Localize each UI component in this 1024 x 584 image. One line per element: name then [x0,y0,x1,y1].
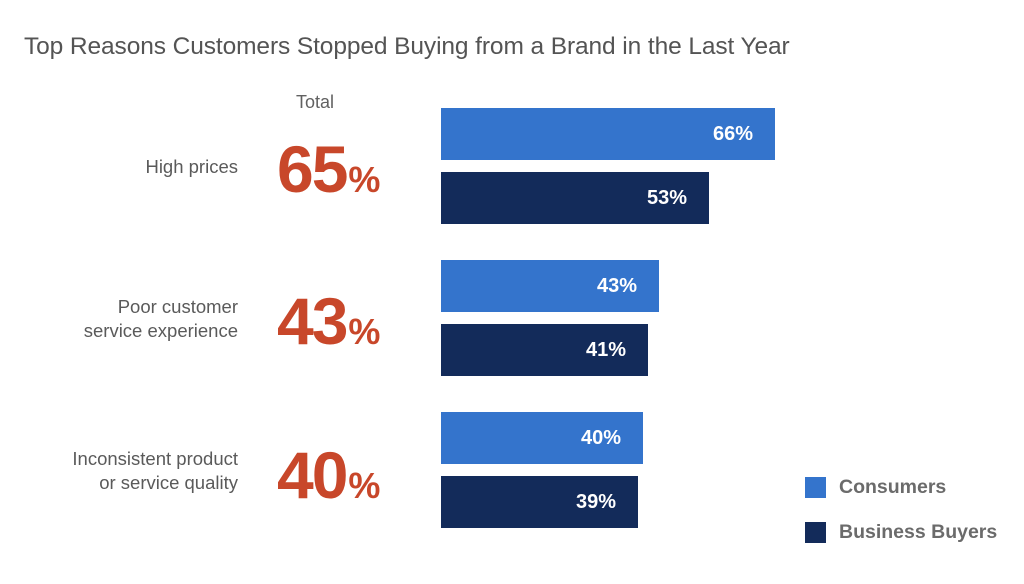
total-percent-sign: % [348,311,381,352]
bar-business-poor-service: 41% [441,324,648,376]
bar-consumers-poor-service: 43% [441,260,659,312]
total-value-inconsistent-quality: 40% [277,442,380,508]
row-label-high-prices: High prices [145,155,238,179]
legend-item-consumers: Consumers [805,476,946,498]
row-label-inconsistent-quality: Inconsistent product or service quality [72,447,238,495]
total-number: 43 [277,284,348,358]
total-number: 40 [277,438,348,512]
bar-consumers-high-prices: 66% [441,108,775,160]
row-label-line: or service quality [99,472,238,493]
bar-value-label: 41% [585,339,626,361]
row-label-line: High prices [145,156,238,177]
legend-swatch-consumers-icon [805,476,826,498]
legend-item-business-buyers: Business Buyers [805,521,997,543]
row-label-line: Inconsistent product [72,448,238,469]
legend-label: Business Buyers [839,520,998,543]
bar-value-label: 39% [575,491,616,513]
legend-label: Consumers [839,475,947,498]
legend-swatch-business-buyers-icon [805,521,826,543]
bar-consumers-inconsistent-quality: 40% [441,412,643,464]
total-number: 65 [277,132,348,206]
bar-value-label: 43% [596,275,637,297]
bar-business-inconsistent-quality: 39% [441,476,638,528]
bar-value-label: 53% [646,187,687,209]
bar-value-label: 66% [712,123,753,145]
chart-title: Top Reasons Customers Stopped Buying fro… [24,33,790,60]
bar-value-label: 40% [580,427,621,449]
row-label-line: service experience [83,320,238,341]
total-percent-sign: % [348,465,381,506]
total-column-header: Total [296,92,335,112]
row-label-poor-service: Poor customer service experience [84,295,238,343]
total-percent-sign: % [348,159,381,200]
total-value-high-prices: 65% [277,136,380,202]
total-value-poor-service: 43% [277,288,380,354]
row-label-line: Poor customer [117,296,238,317]
bar-business-high-prices: 53% [441,172,709,224]
